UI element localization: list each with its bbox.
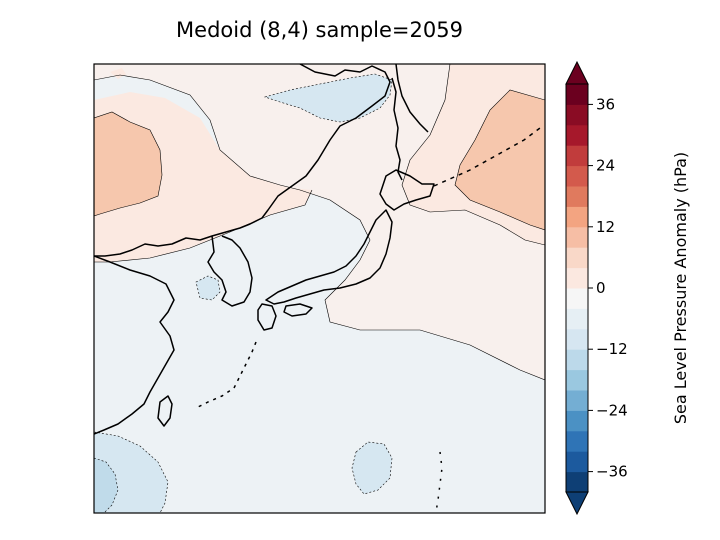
colorbar-segment [566, 267, 588, 289]
colorbar-tick-label: −36 [596, 463, 628, 481]
colorbar-segment [566, 410, 588, 432]
colorbar-tick-label: 36 [596, 95, 615, 113]
colorbar-segment [566, 349, 588, 371]
negative-region-southeast [352, 442, 392, 494]
coast-taiwan [157, 395, 173, 427]
coastlines [94, 64, 541, 513]
colorbar-segment [566, 471, 588, 493]
colorbar-tick-label: 24 [596, 157, 615, 175]
coast-russia [94, 64, 391, 257]
coast-kamchatka [395, 64, 429, 133]
colorbar-label: Sea Level Pressure Anomaly (hPa) [671, 152, 690, 424]
coast-honshu [265, 209, 393, 305]
colorbar-segment [566, 390, 588, 411]
colorbar-segment [566, 165, 588, 187]
coast-china [94, 255, 175, 435]
coast-shikoku [283, 303, 313, 317]
colorbar-tick-label: 0 [596, 279, 606, 297]
colorbar-segment [566, 451, 588, 473]
positive-blip-nw [110, 68, 126, 79]
negative-core-southwest [94, 458, 118, 513]
colorbar-segment [566, 328, 588, 350]
colorbar-segments [565, 60, 589, 516]
colorbar-tick-label: −24 [596, 401, 628, 419]
colorbar-segment [566, 84, 588, 105]
colorbar-tick-label: 12 [596, 218, 615, 236]
positive-medium-region-east [455, 90, 545, 230]
colorbar-segment [566, 186, 588, 207]
coast-kyushu [257, 303, 277, 331]
coast-sakhalin [391, 77, 403, 181]
colorbar-tick-label: −12 [596, 340, 628, 358]
colorbar-segment [566, 145, 588, 167]
colorbar-ticks: 36 24 12 0 −12 −24 −36 [588, 95, 628, 481]
colorbar-segment [566, 124, 588, 146]
positive-medium-region-nw [94, 112, 162, 216]
colorbar-extend-min [565, 491, 589, 516]
negative-region-north [265, 74, 392, 122]
coast-korea [207, 235, 253, 307]
coast-kuril [433, 127, 541, 187]
contour-lines [94, 64, 545, 381]
colorbar-segment [566, 288, 588, 309]
dashed-contour-lines [94, 73, 393, 513]
colorbar-extend-max [565, 60, 589, 85]
coast-bonin [435, 451, 443, 513]
colorbar-segment [566, 206, 588, 228]
colorbar-segment [566, 247, 588, 269]
anomaly-field [94, 64, 545, 513]
colorbar-segment [566, 369, 588, 391]
colorbar-segment [566, 308, 588, 330]
chart-title: Medoid (8,4) sample=2059 [176, 18, 463, 42]
negative-blip-korea [196, 276, 220, 300]
coast-hokkaido [379, 169, 435, 211]
map-frame [93, 63, 546, 514]
colorbar-segment [566, 104, 588, 126]
colorbar-segment [566, 226, 588, 248]
colorbar-segment [566, 430, 588, 452]
